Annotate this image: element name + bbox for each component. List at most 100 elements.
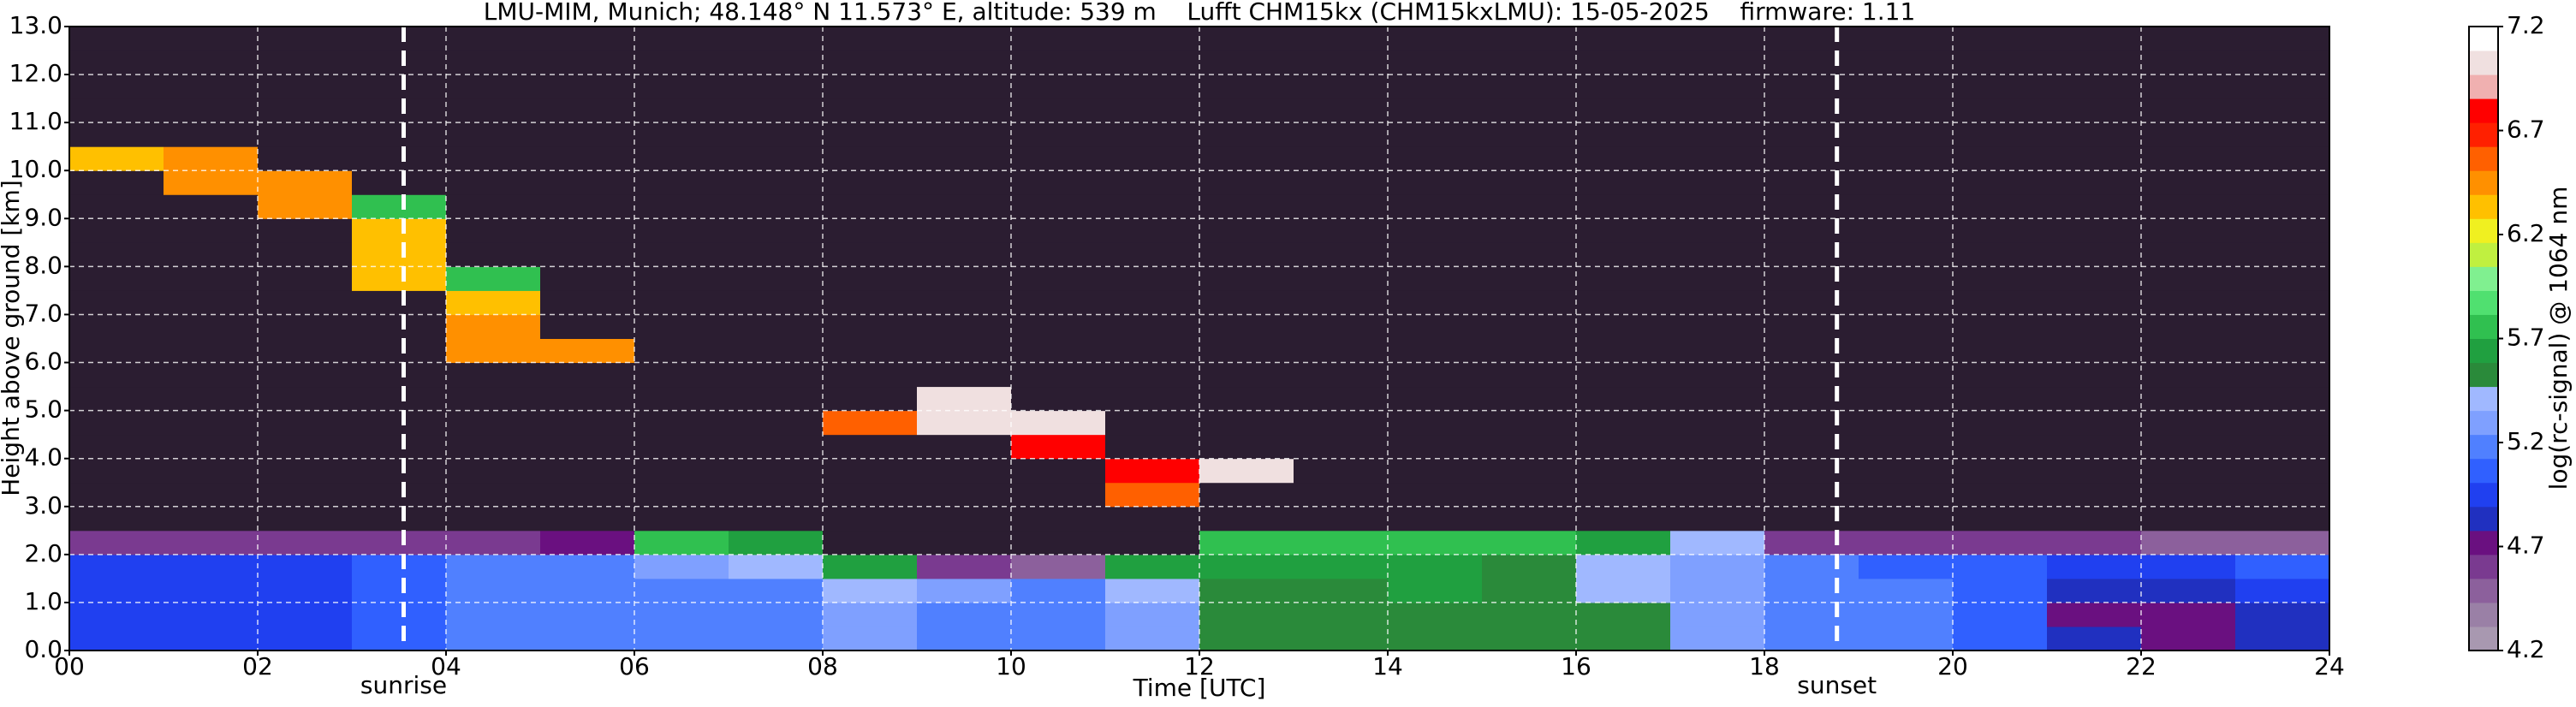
cell xyxy=(729,27,824,51)
cell xyxy=(917,50,1012,75)
cell xyxy=(1294,290,1389,315)
cell xyxy=(164,218,259,243)
cell xyxy=(1388,290,1483,315)
cell xyxy=(823,194,918,219)
cell xyxy=(1670,27,1765,51)
cell xyxy=(352,362,447,388)
cell xyxy=(1105,170,1200,195)
cell xyxy=(1953,338,2048,364)
cell xyxy=(540,290,635,315)
cell xyxy=(352,578,447,603)
cell xyxy=(823,578,918,603)
cell xyxy=(2047,410,2142,436)
cell xyxy=(1105,27,1200,51)
cell xyxy=(2235,602,2330,627)
cell xyxy=(1388,170,1483,195)
y-tick-label: 2.0 xyxy=(24,539,62,567)
cell xyxy=(1953,626,2048,651)
cell xyxy=(1388,458,1483,484)
plot-frame xyxy=(68,26,2330,651)
cell xyxy=(1764,386,1859,412)
cell xyxy=(2235,530,2330,556)
cell xyxy=(1294,434,1389,460)
cell xyxy=(2141,626,2236,651)
cell xyxy=(634,338,729,364)
cell xyxy=(1670,506,1765,532)
cell xyxy=(1199,338,1294,364)
cell xyxy=(1764,314,1859,339)
cell xyxy=(1199,170,1294,195)
cell xyxy=(2141,362,2236,388)
cell xyxy=(1859,290,1954,315)
cell xyxy=(164,458,259,484)
cell xyxy=(1011,218,1106,243)
cell xyxy=(69,242,164,267)
cell xyxy=(1953,74,2048,99)
cell xyxy=(917,314,1012,339)
cell xyxy=(1294,602,1389,627)
cell xyxy=(1199,506,1294,532)
cell xyxy=(446,170,541,195)
cell xyxy=(823,434,918,460)
colorbar-swatch xyxy=(2469,578,2498,603)
cell xyxy=(1482,602,1577,627)
cell xyxy=(446,482,541,508)
cell xyxy=(2235,290,2330,315)
cell xyxy=(540,362,635,388)
cell xyxy=(1388,146,1483,171)
colorbar-swatch xyxy=(2469,98,2498,123)
cell xyxy=(1576,290,1671,315)
cell xyxy=(823,338,918,364)
cell xyxy=(1482,218,1577,243)
cell xyxy=(1764,338,1859,364)
cell xyxy=(2235,626,2330,651)
colorbar-swatch xyxy=(2469,314,2498,339)
cell xyxy=(634,170,729,195)
x-tick-label: 04 xyxy=(431,652,461,680)
cell xyxy=(1105,386,1200,412)
cell xyxy=(2141,122,2236,147)
y-tick-label: 8.0 xyxy=(24,251,62,279)
cell xyxy=(1576,74,1671,99)
cell xyxy=(2141,194,2236,219)
cell xyxy=(1294,506,1389,532)
cell xyxy=(2141,314,2236,339)
cell xyxy=(729,194,824,219)
cell xyxy=(446,626,541,651)
cell xyxy=(1670,578,1765,603)
cell xyxy=(1294,530,1389,556)
cell xyxy=(1576,626,1671,651)
cell xyxy=(352,27,447,51)
cell xyxy=(540,554,635,579)
x-tick-label: 02 xyxy=(242,652,273,680)
cell xyxy=(1764,410,1859,436)
cell xyxy=(917,98,1012,123)
cell xyxy=(164,386,259,412)
colorbar-swatch xyxy=(2469,506,2498,532)
cell xyxy=(823,122,918,147)
cell xyxy=(1576,50,1671,75)
cell xyxy=(446,506,541,532)
cell xyxy=(917,506,1012,532)
cell xyxy=(69,290,164,315)
cell xyxy=(1764,266,1859,291)
cell xyxy=(1011,362,1106,388)
cell xyxy=(1764,146,1859,171)
annotation-label: sunset xyxy=(1797,671,1877,699)
cell xyxy=(446,314,541,339)
cell xyxy=(634,290,729,315)
cell xyxy=(1294,146,1389,171)
cell xyxy=(2047,434,2142,460)
colorbar-swatch xyxy=(2469,170,2498,195)
cell xyxy=(2047,314,2142,339)
cell xyxy=(1105,602,1200,627)
cell xyxy=(917,170,1012,195)
cell xyxy=(1576,578,1671,603)
cell xyxy=(1859,410,1954,436)
cell xyxy=(1011,410,1106,436)
cell xyxy=(1011,482,1106,508)
cell xyxy=(1011,458,1106,484)
cell xyxy=(1294,386,1389,412)
cell xyxy=(352,170,447,195)
cell xyxy=(164,314,259,339)
